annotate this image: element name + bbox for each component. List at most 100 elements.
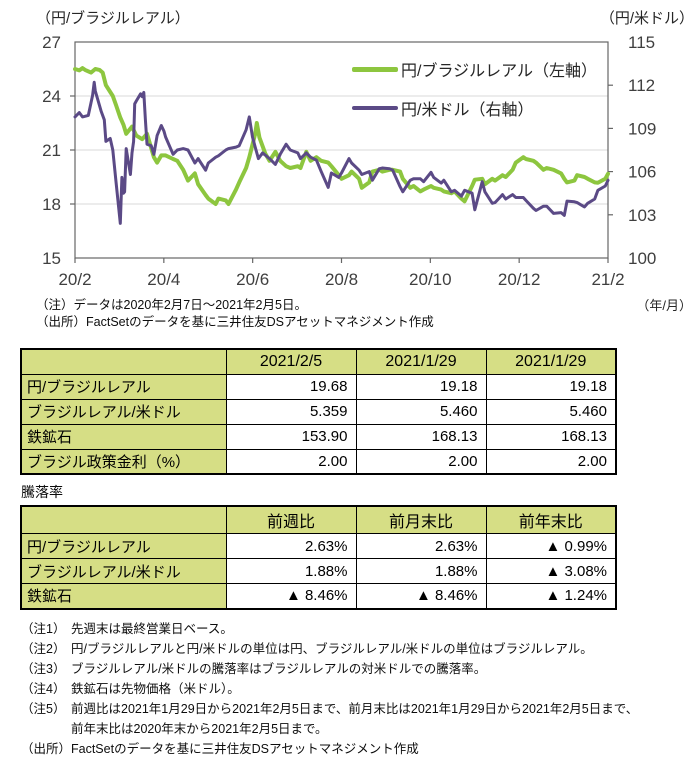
table-row: ブラジルレアル/米ドル 1.88% 1.88% ▲ 3.08% (20, 558, 617, 584)
footnote-prefix: （注3） (21, 661, 66, 676)
footnote-text-line: 前年末比は2020年末から2021年2月5日まで。 (71, 721, 328, 736)
right-axis-tick-label: 112 (628, 76, 655, 95)
footnote-text-line: 先週末は最終営業日ベース。 (71, 621, 233, 636)
footnote-line: （注2） 円/ブラジルレアルと円/米ドルの単位は円、ブラジルレアル/米ドルの単位は… (21, 639, 699, 659)
footnote-text-line: ブラジルレアル/米ドルの騰落率はブラジルレアルの対米ドルでの騰落率。 (71, 661, 487, 676)
chart-legend: 円/ブラジルレアル（左軸） 円/米ドル（右軸） (352, 55, 597, 133)
left-axis-tick-label: 24 (42, 87, 61, 106)
value-cell: 5.460 (355, 398, 487, 425)
fx-chart-svg: 27 24 21 18 15 115 112 109 106 103 100 20/2 20/4 20/6… (42, 33, 656, 289)
left-axis-tick-label: 15 (42, 249, 61, 268)
footnote-prefix: （注4） (21, 681, 66, 696)
row-label: 鉄鉱石 (20, 423, 227, 450)
note-prefix: （出所） (36, 315, 87, 329)
legend-item: 円/米ドル（右軸） (352, 94, 597, 122)
column-header: 2021/1/29 (355, 348, 487, 375)
x-axis-tick-label: 20/4 (147, 270, 180, 289)
footnote-text-line: 円/ブラジルレアルと円/米ドルの単位は円、ブラジルレアル/米ドルの単位はブラジル… (71, 641, 593, 656)
column-header: 前月末比 (355, 505, 487, 534)
column-header: 前週比 (225, 505, 357, 534)
corner-cell (20, 505, 227, 534)
x-axis-unit-label: （年/月） (636, 298, 692, 313)
value-cell: 153.90 (225, 423, 357, 450)
footnote-line: （注1） 先週末は最終営業日ベース。 (21, 619, 699, 639)
column-header: 2021/2/5 (225, 348, 357, 375)
value-cell: 2.63% (225, 533, 357, 559)
x-axis-tick-label: 20/8 (325, 270, 358, 289)
footnote-text-line: FactSetのデータを基に三井住友DSアセットマネジメント作成 (71, 741, 419, 756)
x-axis-tick-label: 20/12 (498, 270, 541, 289)
note-line: （出所）FactSetのデータを基に三井住友DSアセットマネジメント作成 (36, 314, 434, 331)
footnote-prefix: （注5） (21, 701, 66, 716)
note-text: FactSetのデータを基に三井住友DSアセットマネジメント作成 (86, 315, 434, 329)
table-row: 円/ブラジルレアル 19.68 19.18 19.18 (20, 373, 617, 400)
header-row: 2021/2/5 2021/1/29 2021/1/29 (20, 348, 617, 375)
value-cell: 1.88% (355, 558, 487, 584)
legend-swatch (352, 66, 398, 72)
value-cell: 168.13 (355, 423, 487, 450)
note-prefix: （注） (36, 298, 74, 312)
value-cell: 19.68 (225, 373, 357, 400)
table-row: 鉄鉱石 153.90 168.13 168.13 (20, 423, 617, 450)
value-cell: 19.18 (355, 373, 487, 400)
chart-notes: （注）データは2020年2月7日～2021年2月5日。 （出所）FactSetのデ… (36, 297, 434, 331)
x-axis-tick-label: 20/6 (236, 270, 269, 289)
left-axis-tick-label: 18 (42, 195, 61, 214)
row-label: ブラジルレアル/米ドル (20, 558, 227, 584)
row-label: 円/ブラジルレアル (20, 373, 227, 400)
change-rate-title: 騰落率 (21, 484, 63, 500)
value-cell: 168.13 (485, 423, 617, 450)
legend-item-label: 円/米ドル（右軸） (401, 102, 534, 119)
table-row: ブラジル政策金利（%） 2.00 2.00 2.00 (20, 448, 617, 475)
series-line-jpy-brl (73, 66, 610, 206)
value-cell: 2.00 (355, 448, 487, 475)
footnote-text: 円/ブラジルレアルと円/米ドルの単位は円、ブラジルレアル/米ドルの単位はブラジル… (71, 639, 699, 659)
value-cell: 19.18 (485, 373, 617, 400)
levels-table: 2021/2/5 2021/1/29 2021/1/29 円/ブラジルレアル 19.68… (20, 348, 617, 475)
table-row: 円/ブラジルレアル 2.63% 2.63% ▲ 0.99% (20, 533, 617, 559)
value-cell: 5.359 (225, 398, 357, 425)
row-label: 円/ブラジルレアル (20, 533, 227, 559)
right-axis-title: （円/米ドル） (599, 10, 694, 27)
x-axis-tick-label: 20/2 (58, 270, 91, 289)
left-axis-tick-label: 27 (42, 33, 61, 52)
value-cell: ▲ 1.24% (485, 583, 617, 609)
value-cell: ▲ 3.08% (485, 558, 617, 584)
value-cell: 2.00 (225, 448, 357, 475)
footnote-text: 先週末は最終営業日ベース。 (71, 619, 699, 639)
column-header: 2021/1/29 (485, 348, 617, 375)
footnote-prefix: （注2） (21, 641, 66, 656)
x-axis-tick-label: 21/2 (591, 270, 624, 289)
footnotes: （注1） 先週末は最終営業日ベース。 （注2） 円/ブラジルレアルと円/米ドルの単位は… (21, 619, 699, 759)
value-cell: ▲ 0.99% (485, 533, 617, 559)
value-cell: 5.460 (485, 398, 617, 425)
left-axis-title: （円/ブラジルレアル） (36, 10, 190, 27)
right-axis-tick-label: 100 (628, 249, 656, 268)
series-line-jpy-usd (73, 80, 610, 225)
value-cell: 1.88% (225, 558, 357, 584)
right-axis-tick-label: 106 (628, 163, 656, 182)
legend-swatch (352, 106, 398, 110)
footnote-line: （注3） ブラジルレアル/米ドルの騰落率はブラジルレアルの対米ドルでの騰落率。 (21, 659, 699, 679)
note-line: （注）データは2020年2月7日～2021年2月5日。 (36, 297, 434, 314)
value-cell: ▲ 8.46% (225, 583, 357, 609)
note-text: データは2020年2月7日～2021年2月5日。 (73, 298, 307, 312)
value-cell: 2.00 (485, 448, 617, 475)
right-axis-tick-label: 115 (628, 33, 655, 52)
fx-chart: 27 24 21 18 15 115 112 109 106 103 100 20/2 20/4 20/6… (0, 0, 699, 336)
row-label: ブラジル政策金利（%） (20, 448, 227, 475)
footnote-prefix: （出所） (21, 741, 72, 756)
x-axis-tick-label: 20/10 (409, 270, 452, 289)
row-label: 鉄鉱石 (20, 583, 227, 609)
footnote-text-line: 前週比は2021年1月29日から2021年2月5日まで、前月末比は2021年1月… (71, 701, 639, 716)
header-row: 前週比 前月末比 前年末比 (20, 505, 617, 534)
row-label: ブラジルレアル/米ドル (20, 398, 227, 425)
corner-cell (20, 348, 227, 375)
legend-item: 円/ブラジルレアル（左軸） (352, 55, 597, 83)
footnote-line: （注5） 前週比は2021年1月29日から2021年2月5日まで、前月末比は202… (21, 699, 699, 739)
footnote-text: ブラジルレアル/米ドルの騰落率はブラジルレアルの対米ドルでの騰落率。 (71, 659, 699, 679)
table-row: ブラジルレアル/米ドル 5.359 5.460 5.460 (20, 398, 617, 425)
column-header: 前年末比 (485, 505, 617, 534)
change-rate-table: 前週比 前月末比 前年末比 円/ブラジルレアル 2.63% 2.63% ▲ 0.99% ブラジ… (20, 505, 617, 610)
